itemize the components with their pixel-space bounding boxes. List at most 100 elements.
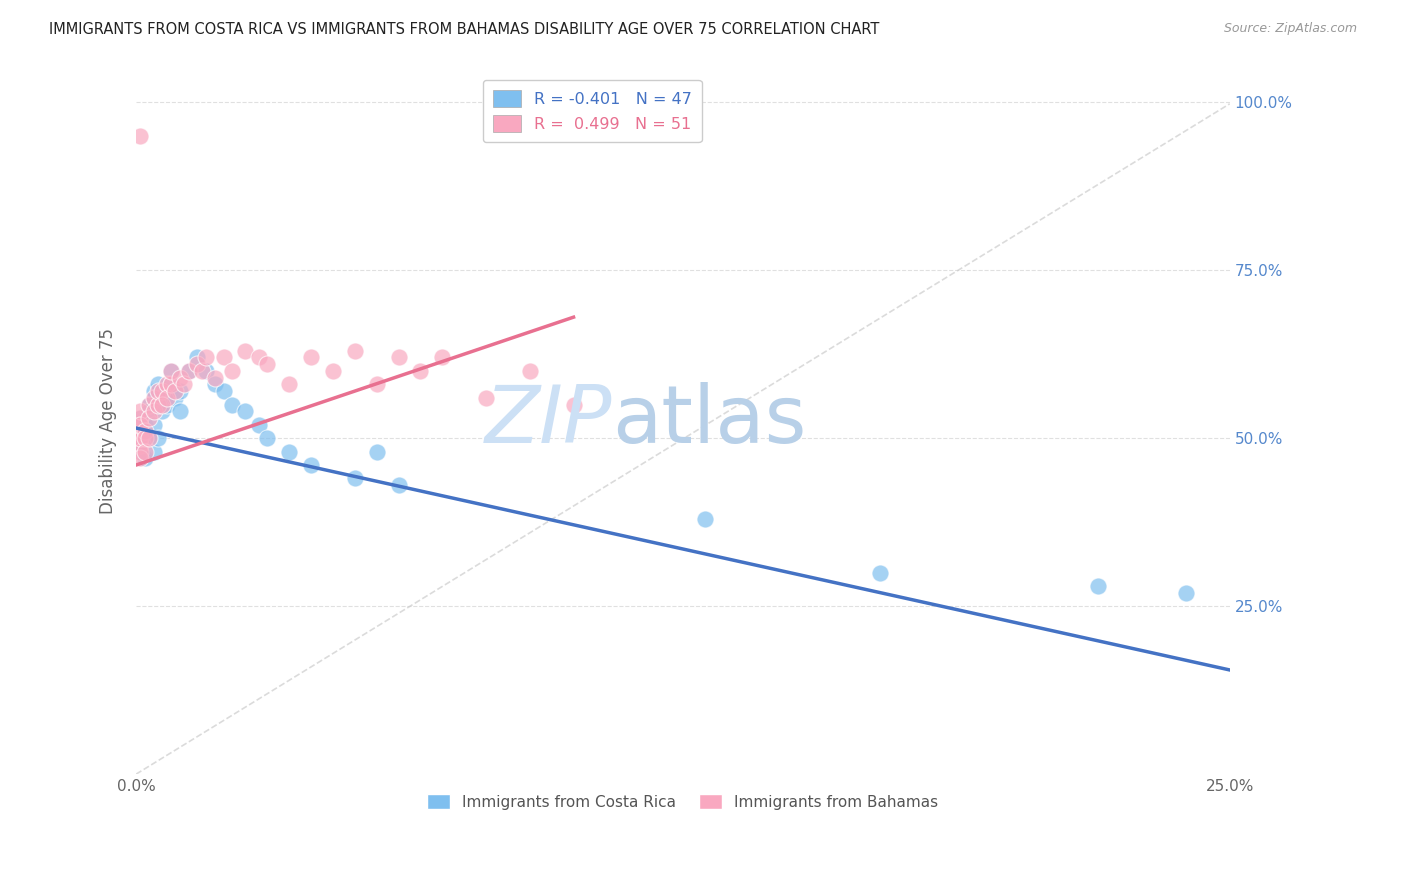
Point <box>142 404 165 418</box>
Point <box>409 364 432 378</box>
Legend: Immigrants from Costa Rica, Immigrants from Bahamas: Immigrants from Costa Rica, Immigrants f… <box>422 788 945 816</box>
Point <box>142 384 165 398</box>
Point <box>129 417 152 432</box>
Point <box>129 417 152 432</box>
Point <box>256 431 278 445</box>
Point <box>190 364 212 378</box>
Point <box>129 404 152 418</box>
Point <box>129 451 152 466</box>
Point <box>160 377 183 392</box>
Point <box>221 364 243 378</box>
Point <box>146 397 169 411</box>
Point <box>134 417 156 432</box>
Point <box>519 364 541 378</box>
Point <box>235 343 257 358</box>
Point <box>138 431 160 445</box>
Point <box>299 351 322 365</box>
Point <box>169 404 191 418</box>
Point <box>177 364 200 378</box>
Point <box>366 444 388 458</box>
Point <box>156 377 179 392</box>
Point <box>160 377 183 392</box>
Text: Source: ZipAtlas.com: Source: ZipAtlas.com <box>1223 22 1357 36</box>
Point <box>432 351 454 365</box>
Point <box>142 444 165 458</box>
Point <box>322 364 344 378</box>
Point <box>169 370 191 384</box>
Y-axis label: Disability Age Over 75: Disability Age Over 75 <box>100 328 117 515</box>
Point <box>134 431 156 445</box>
Text: IMMIGRANTS FROM COSTA RICA VS IMMIGRANTS FROM BAHAMAS DISABILITY AGE OVER 75 COR: IMMIGRANTS FROM COSTA RICA VS IMMIGRANTS… <box>49 22 880 37</box>
Point <box>138 404 160 418</box>
Point <box>869 566 891 580</box>
Point <box>156 384 179 398</box>
Point <box>129 431 152 445</box>
Point <box>129 444 152 458</box>
Point <box>169 384 191 398</box>
Point <box>177 364 200 378</box>
Point <box>160 364 183 378</box>
Point <box>134 431 156 445</box>
Point <box>134 425 156 439</box>
Point <box>129 444 152 458</box>
Point <box>134 425 156 439</box>
Point <box>146 384 169 398</box>
Point <box>150 404 173 418</box>
Point <box>247 351 270 365</box>
Point <box>156 397 179 411</box>
Point <box>146 377 169 392</box>
Point <box>138 411 160 425</box>
Point <box>1087 579 1109 593</box>
Point <box>134 444 156 458</box>
Point <box>134 451 156 466</box>
Point <box>235 404 257 418</box>
Point <box>142 391 165 405</box>
Point <box>195 364 218 378</box>
Point <box>138 397 160 411</box>
Point <box>129 425 152 439</box>
Point <box>138 431 160 445</box>
Point <box>475 391 498 405</box>
Point <box>146 397 169 411</box>
Point <box>278 444 301 458</box>
Point <box>129 431 152 445</box>
Point <box>247 417 270 432</box>
Point <box>204 370 226 384</box>
Point <box>156 391 179 405</box>
Point <box>693 512 716 526</box>
Point <box>129 438 152 452</box>
Point <box>212 384 235 398</box>
Point <box>195 351 218 365</box>
Point <box>221 397 243 411</box>
Text: atlas: atlas <box>612 383 806 460</box>
Point <box>165 391 187 405</box>
Point <box>299 458 322 472</box>
Point <box>129 431 152 445</box>
Point <box>129 411 152 425</box>
Point <box>562 397 585 411</box>
Point <box>150 391 173 405</box>
Point <box>173 377 195 392</box>
Point <box>129 128 152 143</box>
Point <box>129 411 152 425</box>
Point <box>129 438 152 452</box>
Point <box>160 364 183 378</box>
Point <box>150 397 173 411</box>
Point <box>165 384 187 398</box>
Point <box>343 343 366 358</box>
Point <box>212 351 235 365</box>
Point <box>387 478 409 492</box>
Text: ZIP: ZIP <box>485 383 612 460</box>
Point <box>129 417 152 432</box>
Point <box>256 357 278 371</box>
Point <box>150 384 173 398</box>
Point <box>204 377 226 392</box>
Point <box>343 471 366 485</box>
Point <box>186 351 208 365</box>
Point <box>186 357 208 371</box>
Point <box>146 431 169 445</box>
Point <box>1175 585 1198 599</box>
Point <box>387 351 409 365</box>
Point <box>138 397 160 411</box>
Point <box>278 377 301 392</box>
